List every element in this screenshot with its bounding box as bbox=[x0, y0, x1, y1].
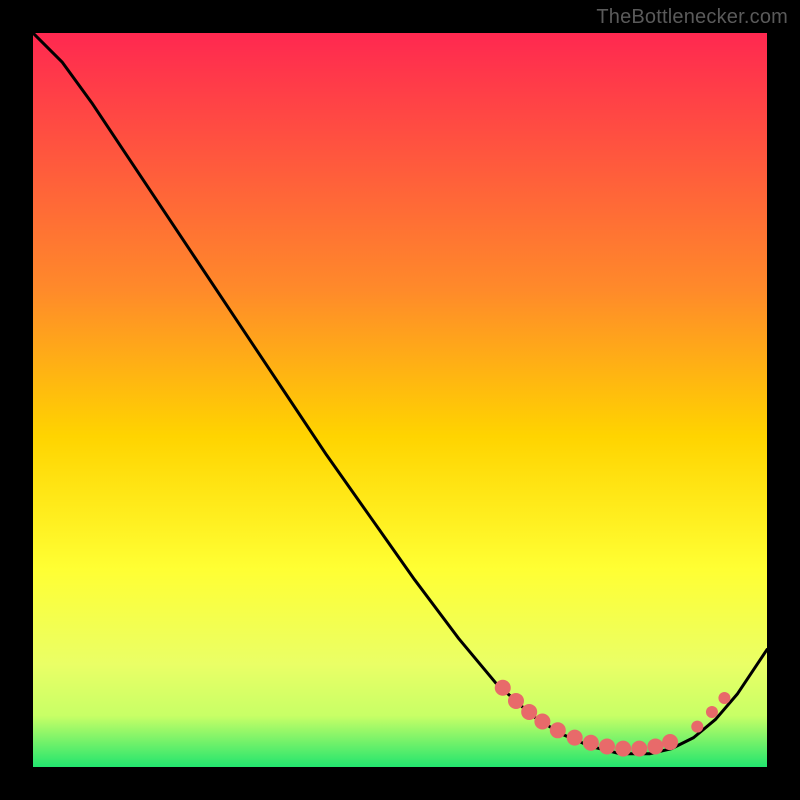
data-point bbox=[583, 735, 599, 751]
data-point bbox=[508, 693, 524, 709]
data-point bbox=[534, 713, 550, 729]
data-point bbox=[615, 741, 631, 757]
data-point bbox=[662, 734, 678, 750]
data-point bbox=[599, 738, 615, 754]
data-point bbox=[567, 730, 583, 746]
data-point bbox=[718, 692, 730, 704]
data-point bbox=[550, 722, 566, 738]
data-point bbox=[647, 738, 663, 754]
gradient-background bbox=[33, 33, 767, 767]
watermark-label: TheBottlenecker.com bbox=[596, 6, 788, 29]
data-point bbox=[521, 704, 537, 720]
data-point bbox=[495, 680, 511, 696]
data-point bbox=[691, 721, 703, 733]
plot-area bbox=[33, 33, 767, 767]
data-point bbox=[706, 706, 718, 718]
data-point bbox=[631, 741, 647, 757]
chart-frame: TheBottlenecker.com bbox=[0, 0, 800, 800]
chart-svg bbox=[33, 33, 767, 767]
